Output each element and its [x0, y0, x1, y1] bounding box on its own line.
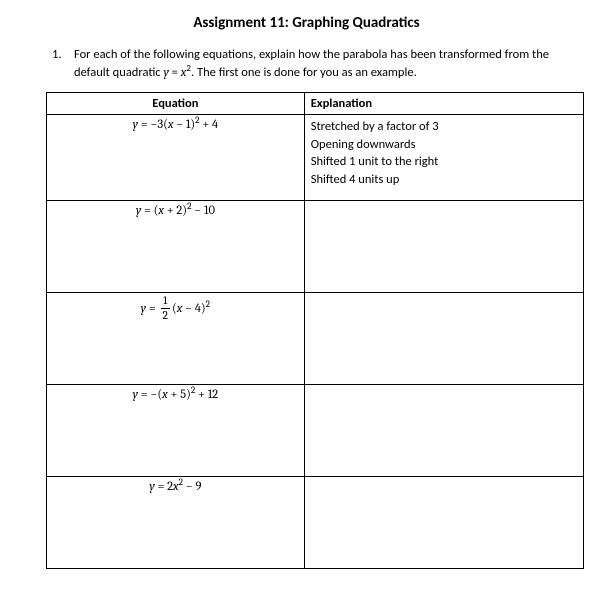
explanation-cell — [304, 293, 583, 385]
question-block: 1. For each of the following equations, … — [24, 46, 589, 82]
equation-cell: y = −(x + 5)2 + 12 — [47, 385, 305, 477]
table-row: y = −(x + 5)2 + 12 — [47, 385, 584, 477]
table-row: y = 12(x − 4)2 — [47, 293, 584, 385]
equation-cell: y = 12(x − 4)2 — [47, 293, 305, 385]
equation-cell: y = 2x2 − 9 — [47, 477, 305, 569]
explanation-line: Opening downwards — [311, 136, 577, 154]
question-line-1: For each of the following equations, exp… — [74, 47, 549, 62]
table-row: y = 2x2 − 9 — [47, 477, 584, 569]
header-explanation: Explanation — [304, 93, 583, 115]
table-header-row: Equation Explanation — [47, 93, 584, 115]
default-quadratic: y — [163, 66, 168, 80]
equation-cell: y = −3(x − 1)2 + 4 — [47, 115, 305, 201]
explanation-cell — [304, 477, 583, 569]
question-line-2b: . The first one is done for you as an ex… — [191, 65, 417, 80]
question-line-2a: default quadratic — [74, 65, 163, 80]
explanation-cell — [304, 385, 583, 477]
explanation-cell — [304, 201, 583, 293]
table-body: y = −3(x − 1)2 + 4Stretched by a factor … — [47, 115, 584, 569]
question-number: 1. — [52, 46, 74, 64]
explanation-cell: Stretched by a factor of 3Opening downwa… — [304, 115, 583, 201]
equation-cell: y = (x + 2)2 − 10 — [47, 201, 305, 293]
header-equation: Equation — [47, 93, 305, 115]
table-row: y = −3(x − 1)2 + 4Stretched by a factor … — [47, 115, 584, 201]
explanation-line: Shifted 4 units up — [311, 171, 577, 189]
question-text: For each of the following equations, exp… — [74, 46, 585, 82]
explanation-line: Shifted 1 unit to the right — [311, 153, 577, 171]
explanation-line: Stretched by a factor of 3 — [311, 118, 577, 136]
equations-table: Equation Explanation y = −3(x − 1)2 + 4S… — [46, 92, 584, 569]
page-title: Assignment 11: Graphing Quadratics — [24, 14, 589, 32]
worksheet-page: Assignment 11: Graphing Quadratics 1. Fo… — [0, 0, 613, 589]
table-row: y = (x + 2)2 − 10 — [47, 201, 584, 293]
